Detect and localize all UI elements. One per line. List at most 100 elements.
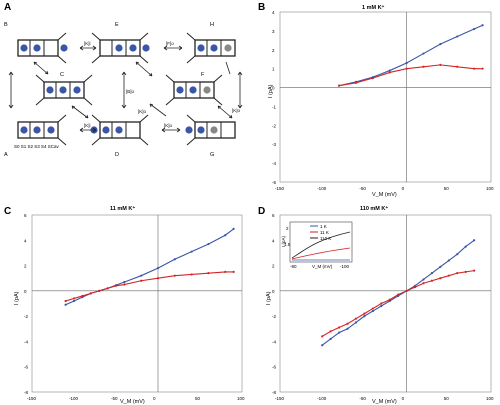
data-point xyxy=(371,307,374,310)
y-tick-label: 1 xyxy=(272,67,275,72)
x-tick-label: 0 xyxy=(402,186,405,191)
inset-legend-1: 1 K xyxy=(320,224,327,229)
data-point xyxy=(422,52,425,55)
data-point xyxy=(89,292,92,295)
data-point xyxy=(363,315,366,318)
panel-d-chart: D 110 mM K⁺ I (pA) V_M (mV) -150 -100 -50 0… xyxy=(258,205,494,405)
y-tick-label: -2 xyxy=(272,314,276,319)
data-point xyxy=(232,227,235,231)
data-point xyxy=(321,335,324,338)
y-tick-label: 6 xyxy=(272,213,275,218)
data-point xyxy=(337,331,341,334)
state-label-h: H xyxy=(210,22,214,28)
rate-label-7: [K]o xyxy=(164,123,173,128)
panel-b-letter: B xyxy=(258,2,265,13)
series-line xyxy=(65,271,234,302)
inset-ytick-mid: 1.5 xyxy=(284,242,291,247)
data-point xyxy=(464,270,467,273)
data-point xyxy=(464,245,467,248)
y-tick-label: -4 xyxy=(24,339,28,344)
panel-b-ylabel: I (pA) xyxy=(268,84,274,98)
data-point xyxy=(114,284,118,287)
data-point xyxy=(329,330,332,333)
y-tick-label: -6 xyxy=(24,365,28,370)
panel-b-frame xyxy=(279,11,492,183)
panel-c-frame xyxy=(31,214,243,393)
panel-d-ylabel: I (pA) xyxy=(266,291,272,305)
y-tick-label: -8 xyxy=(24,390,28,395)
data-point xyxy=(72,299,76,303)
state-label-g: G xyxy=(210,152,214,158)
data-point xyxy=(481,24,484,27)
y-tick-label: 4 xyxy=(24,238,27,243)
data-point xyxy=(337,84,341,87)
x-tick-label: 100 xyxy=(486,396,494,401)
x-tick-label: -100 xyxy=(317,396,327,401)
inset-ylabel: I (pA) xyxy=(281,235,286,247)
panel-c-ylabel: I (pA) xyxy=(14,291,20,305)
data-point xyxy=(447,274,450,277)
inset-legend: 1 K 11 K 110 K xyxy=(310,224,331,241)
x-tick-label: 50 xyxy=(444,186,450,191)
state-label-f: F xyxy=(201,72,205,78)
rate-label-5: [B]o xyxy=(126,89,135,94)
data-point xyxy=(363,312,366,315)
data-point xyxy=(456,272,459,275)
inset-xlabel: V_M (mV) xyxy=(312,264,333,269)
data-point xyxy=(232,270,235,273)
data-point xyxy=(422,65,425,68)
data-point xyxy=(447,259,450,262)
data-point xyxy=(224,234,227,237)
data-point xyxy=(413,285,417,289)
x-tick-label: 0 xyxy=(153,396,156,401)
data-point xyxy=(123,280,126,284)
state-label-c: C xyxy=(60,72,64,78)
panel-c-letter: C xyxy=(4,206,11,217)
y-tick-label: 2 xyxy=(24,264,27,269)
data-point xyxy=(481,67,484,70)
panel-c-xlabel: V_M (mV) xyxy=(120,399,145,405)
data-point xyxy=(380,302,383,305)
data-point xyxy=(156,267,160,270)
rate-label-3: [K]i xyxy=(84,123,91,128)
channel-state-a: A S0 S1 S2 S3 S4 SCav xyxy=(4,114,67,158)
panel-d-xlabel: V_M (mV) xyxy=(372,399,397,405)
data-point xyxy=(380,304,383,308)
data-point xyxy=(173,258,176,261)
y-tick-label: -3 xyxy=(272,142,276,147)
data-point xyxy=(473,67,476,70)
x-tick-label: 50 xyxy=(444,396,450,401)
y-tick-label: 3 xyxy=(272,29,275,34)
x-tick-label: -50 xyxy=(359,396,366,401)
channel-state-f: F xyxy=(165,72,223,106)
y-tick-label: -6 xyxy=(272,365,276,370)
x-tick-label: -50 xyxy=(359,186,366,191)
data-point xyxy=(473,27,476,31)
panel-d-plot xyxy=(280,215,491,392)
data-point xyxy=(207,242,210,246)
data-point xyxy=(64,303,67,306)
data-point xyxy=(140,274,143,277)
inset-xtick-left: -80 xyxy=(290,264,297,269)
panel-d-frame xyxy=(279,214,492,393)
channel-state-c: C xyxy=(35,72,93,106)
rate-label-6: [F]o xyxy=(166,41,174,46)
y-tick-label: 0 xyxy=(272,289,275,294)
y-tick-label: 4 xyxy=(272,10,275,15)
data-point xyxy=(329,337,332,340)
series-line xyxy=(338,24,483,87)
y-tick-label: 2 xyxy=(272,264,275,269)
channel-state-g: G xyxy=(185,114,236,158)
inset-legend-2: 11 K xyxy=(320,230,329,235)
data-point xyxy=(156,277,160,280)
rate-label-4: [K]o xyxy=(232,108,241,113)
data-point xyxy=(439,265,442,268)
series-line xyxy=(338,64,483,87)
state-label-b: B xyxy=(4,22,8,28)
data-point xyxy=(422,278,425,281)
panel-a-letter: A xyxy=(4,2,11,13)
panel-b-ticks: -150 -100 -50 0 50 100 4 3 2 1 0 -1 -2 -3 -4 -5 xyxy=(272,10,494,191)
data-point xyxy=(140,279,143,282)
panel-b-chart: B 1 mM K⁺ I (pA) V_M (mV) -150 -100 -50 0 50… xyxy=(258,2,494,198)
